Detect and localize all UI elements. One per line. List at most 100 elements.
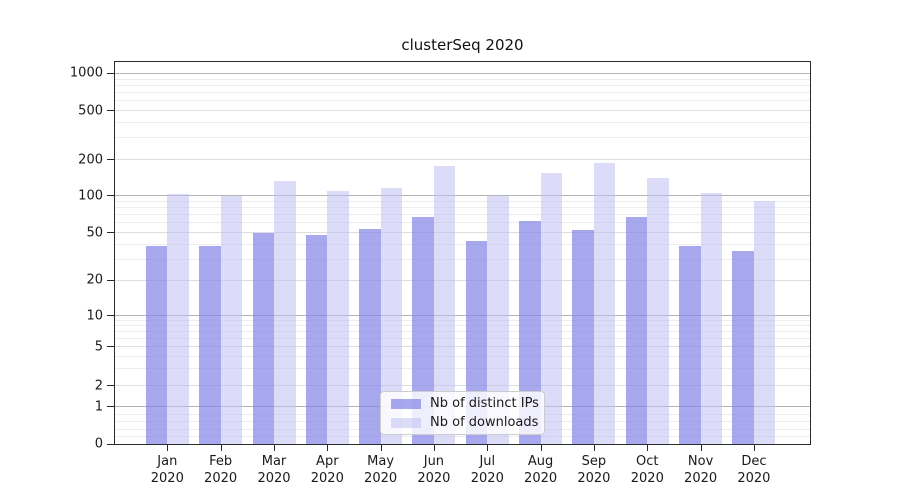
gridline-5	[115, 346, 810, 348]
x-tick-year: 2020	[364, 471, 398, 486]
x-tick-mark-may	[380, 445, 382, 451]
x-tick-mark-jan	[167, 445, 169, 451]
y-tick-mark-0	[107, 443, 114, 445]
x-tick-month: Mar	[261, 454, 287, 469]
bar-distinct-ips-oct	[625, 217, 648, 444]
x-tick-year: 2020	[630, 471, 664, 486]
gridline-2	[115, 385, 810, 387]
x-tick-label-apr: Apr 2020	[297, 453, 357, 487]
x-tick-year: 2020	[524, 471, 558, 486]
bar-downloads-jan	[167, 193, 189, 444]
gridline-50	[115, 232, 810, 234]
x-tick-month: Apr	[316, 454, 339, 469]
y-tick-label-1000: 1000	[69, 65, 103, 81]
bar-downloads-feb	[220, 195, 243, 444]
gridline-minor	[115, 222, 810, 224]
gridline-20	[115, 279, 810, 281]
x-tick-month: May	[367, 454, 395, 469]
gridline-500	[115, 110, 810, 112]
x-tick-year: 2020	[577, 471, 611, 486]
gridline-minor	[115, 331, 810, 333]
x-tick-month: Dec	[741, 454, 767, 469]
gridline-minor	[115, 122, 810, 124]
y-tick-label-1: 1	[94, 399, 103, 415]
x-tick-mark-apr	[327, 445, 329, 451]
gridline-100	[115, 195, 810, 196]
bar-downloads-jul	[487, 196, 509, 444]
x-tick-label-feb: Feb 2020	[191, 453, 251, 487]
gridline-minor	[115, 200, 810, 202]
gridline-200	[115, 159, 810, 160]
y-tick-label-2: 2	[94, 378, 103, 394]
x-tick-year: 2020	[470, 471, 504, 486]
x-tick-month: Jul	[479, 454, 496, 469]
x-tick-year: 2020	[150, 471, 184, 486]
gridline-minor	[115, 355, 810, 357]
x-tick-year: 2020	[684, 471, 718, 486]
gridline-minor	[115, 78, 810, 80]
x-tick-mark-jun	[433, 445, 435, 451]
gridline-minor	[115, 325, 810, 326]
gridline-minor	[115, 84, 810, 86]
x-tick-month: Nov	[687, 454, 714, 469]
x-tick-mark-sep	[593, 445, 595, 451]
x-tick-label-aug: Aug 2020	[511, 453, 571, 487]
x-tick-year: 2020	[310, 471, 344, 486]
gridline-10	[115, 315, 810, 316]
bar-downloads-oct	[647, 178, 669, 444]
x-tick-mark-nov	[700, 445, 702, 451]
bar-distinct-ips-aug	[519, 221, 541, 444]
bar-downloads-apr	[327, 190, 349, 444]
x-tick-mark-dec	[753, 445, 755, 451]
gridline-minor	[115, 338, 810, 339]
y-tick-mark-50	[107, 232, 114, 234]
y-tick-mark-500	[107, 110, 114, 112]
gridline-minor	[115, 243, 810, 245]
y-tick-label-20: 20	[86, 272, 103, 288]
legend: Nb of distinct IPs Nb of downloads	[380, 391, 545, 435]
y-tick-mark-200	[107, 159, 114, 160]
x-tick-month: Oct	[636, 454, 659, 469]
y-tick-label-10: 10	[86, 308, 103, 323]
legend-item-distinct-ips: Nb of distinct IPs	[391, 396, 539, 411]
bar-distinct-ips-may	[359, 228, 381, 444]
x-tick-month: Feb	[209, 454, 233, 469]
x-tick-month: Jun	[423, 454, 445, 469]
y-tick-label-200: 200	[78, 152, 103, 167]
bar-distinct-ips-apr	[305, 234, 328, 444]
bar-downloads-dec	[753, 200, 776, 444]
legend-swatch-distinct-ips	[391, 398, 421, 409]
chart-title: clusterSeq 2020	[401, 36, 524, 54]
bar-downloads-nov	[700, 193, 723, 444]
x-tick-year: 2020	[257, 471, 291, 486]
x-tick-label-jul: Jul 2020	[457, 453, 517, 487]
x-tick-mark-jul	[487, 445, 489, 451]
x-tick-label-oct: Oct 2020	[617, 453, 677, 487]
gridline-1000	[115, 72, 810, 74]
y-tick-mark-20	[107, 279, 114, 281]
bar-downloads-aug	[540, 173, 563, 444]
x-tick-month: Sep	[581, 454, 607, 469]
y-tick-mark-1000	[107, 72, 114, 74]
gridline-minor	[115, 137, 810, 139]
x-tick-label-may: May 2020	[351, 453, 411, 487]
y-tick-label-100: 100	[78, 188, 103, 203]
gridline-minor	[115, 258, 810, 260]
gridline-minor	[115, 100, 810, 102]
legend-label-downloads: Nb of downloads	[430, 415, 539, 430]
bar-distinct-ips-feb	[199, 245, 221, 444]
x-tick-label-jun: Jun 2020	[404, 453, 464, 487]
gridline-minor	[115, 207, 810, 208]
gridline-minor	[115, 214, 810, 216]
x-tick-mark-aug	[540, 445, 542, 451]
bar-downloads-jun	[433, 165, 456, 444]
legend-label-distinct-ips: Nb of distinct IPs	[430, 396, 539, 411]
bar-distinct-ips-dec	[732, 251, 754, 444]
gridline-minor	[115, 319, 810, 321]
x-tick-month: Jan	[157, 454, 178, 469]
y-tick-label-50: 50	[86, 225, 103, 241]
x-tick-label-nov: Nov 2020	[671, 453, 731, 487]
bar-distinct-ips-nov	[679, 245, 701, 444]
bar-distinct-ips-sep	[572, 229, 594, 444]
